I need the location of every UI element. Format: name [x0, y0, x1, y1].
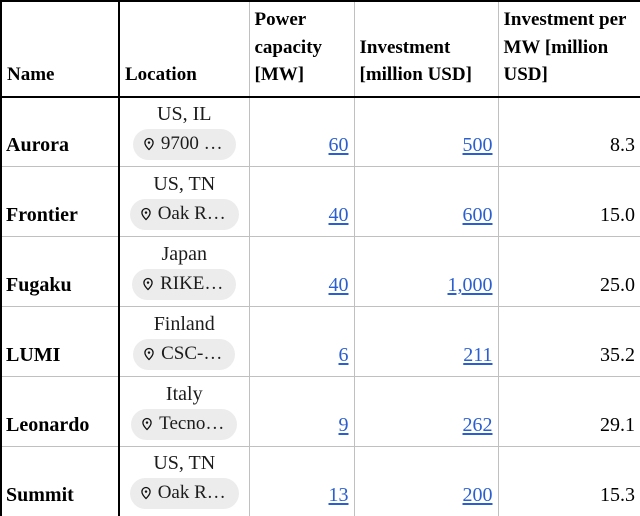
table-row: Fugaku Japan RIKE… 40 1,000 25.0 — [0, 236, 640, 308]
location-chip-label: 9700 … — [160, 132, 223, 154]
location-chip[interactable]: 9700 … — [132, 128, 236, 160]
row-name: Summit — [0, 446, 120, 516]
investment-link[interactable]: 200 — [462, 483, 493, 506]
power-capacity-link[interactable]: 9 — [338, 414, 349, 437]
map-pin-icon — [139, 484, 153, 502]
table-row: Leonardo Italy Tecno… 9 262 29.1 — [0, 376, 640, 448]
investment-link[interactable]: 262 — [462, 414, 493, 437]
power-capacity-link[interactable]: 60 — [328, 134, 349, 157]
investment-per-mw-value: 35.2 — [497, 306, 640, 378]
column-header-investment-per-mw: Investment per MW [million USD] — [497, 0, 640, 98]
power-capacity-link[interactable]: 40 — [328, 204, 349, 227]
location-chip-label: Oak R… — [157, 482, 226, 504]
location-country: Japan — [161, 242, 208, 265]
location-chip[interactable]: CSC-… — [133, 338, 236, 370]
column-header-investment: Investment [million USD] — [353, 0, 499, 98]
investment-per-mw-value: 8.3 — [497, 96, 640, 168]
row-location: Italy Tecno… — [118, 376, 250, 448]
table-row: LUMI Finland CSC-… 6 211 35.2 — [0, 306, 640, 378]
location-chip-label: Tecno… — [159, 412, 225, 434]
row-name: LUMI — [0, 306, 120, 378]
header-row: Name Location Power capacity [MW] Invest… — [0, 0, 640, 98]
location-chip[interactable]: Oak R… — [129, 198, 239, 230]
row-name: Leonardo — [0, 376, 120, 448]
table-row: Summit US, TN Oak R… 13 200 15.3 — [0, 446, 640, 516]
map-pin-icon — [140, 415, 154, 433]
investment-per-mw-value: 25.0 — [497, 236, 640, 308]
location-country: US, TN — [153, 172, 216, 195]
map-pin-icon — [139, 205, 153, 223]
map-pin-icon — [142, 135, 156, 153]
location-country: Finland — [153, 312, 215, 335]
row-location: Finland CSC-… — [118, 306, 250, 378]
investment-per-mw-value: 15.0 — [497, 166, 640, 238]
row-name: Frontier — [0, 166, 120, 238]
location-country: Italy — [165, 382, 203, 405]
column-header-power-capacity: Power capacity [MW] — [248, 0, 355, 98]
location-chip[interactable]: Tecno… — [131, 408, 238, 440]
investment-link[interactable]: 600 — [462, 204, 493, 227]
column-header-location: Location — [118, 0, 250, 98]
location-country: US, TN — [153, 452, 216, 475]
map-pin-icon — [141, 275, 155, 293]
location-chip[interactable]: RIKE… — [132, 268, 237, 300]
location-chip[interactable]: Oak R… — [129, 478, 239, 510]
investment-link[interactable]: 500 — [462, 134, 493, 157]
table-row: Frontier US, TN Oak R… 40 600 15.0 — [0, 166, 640, 238]
investment-per-mw-value: 29.1 — [497, 376, 640, 448]
location-chip-label: Oak R… — [157, 202, 226, 224]
column-header-name: Name — [0, 0, 120, 98]
row-location: US, IL 9700 … — [118, 96, 250, 168]
power-capacity-link[interactable]: 13 — [328, 483, 349, 506]
location-chip-label: RIKE… — [160, 272, 224, 294]
table-row: Aurora US, IL 9700 … 60 500 8.3 — [0, 96, 640, 168]
investment-per-mw-value: 15.3 — [497, 446, 640, 516]
row-location: US, TN Oak R… — [118, 446, 250, 516]
investment-link[interactable]: 1,000 — [447, 274, 493, 297]
row-location: Japan RIKE… — [118, 236, 250, 308]
power-capacity-link[interactable]: 6 — [338, 344, 349, 367]
location-chip-label: CSC-… — [161, 342, 223, 364]
row-name: Aurora — [0, 96, 120, 168]
power-capacity-link[interactable]: 40 — [328, 274, 349, 297]
row-name: Fugaku — [0, 236, 120, 308]
location-country: US, IL — [157, 102, 212, 125]
row-location: US, TN Oak R… — [118, 166, 250, 238]
map-pin-icon — [142, 345, 156, 363]
investment-link[interactable]: 211 — [463, 344, 493, 367]
